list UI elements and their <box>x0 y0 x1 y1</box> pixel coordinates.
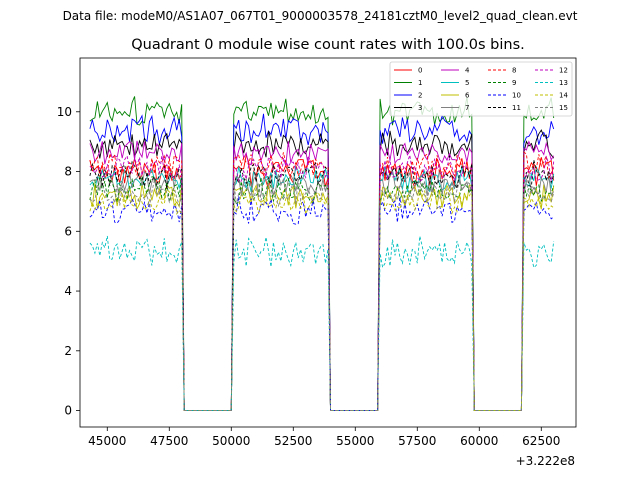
legend-box <box>389 61 573 117</box>
x-tick-label: 62500 <box>522 434 560 448</box>
legend-label-15: 15 <box>559 104 568 112</box>
series-line-9 <box>89 175 555 412</box>
x-tick-label: 45000 <box>88 434 126 448</box>
chart-suptitle: Data file: modeM0/AS1A07_067T01_90000035… <box>63 9 578 23</box>
x-offset-label: +3.222e8 <box>516 454 575 468</box>
series-layer <box>89 96 555 412</box>
y-tick-label: 2 <box>64 344 72 358</box>
legend-label-8: 8 <box>512 67 516 75</box>
x-tick-label: 47500 <box>150 434 188 448</box>
legend-label-6: 6 <box>465 92 470 100</box>
legend-label-4: 4 <box>465 67 470 75</box>
legend-label-13: 13 <box>559 79 568 87</box>
series-line-15 <box>89 178 555 412</box>
legend-label-1: 1 <box>418 79 422 87</box>
x-tick-label: 52500 <box>274 434 312 448</box>
legend-label-5: 5 <box>465 79 469 87</box>
legend-label-12: 12 <box>559 67 568 75</box>
x-axis: 45000 47500 50000 52500 55000 57500 60000 62500 <box>88 427 560 448</box>
series-line-13 <box>89 235 555 412</box>
x-tick-label: 57500 <box>398 434 436 448</box>
y-axis: 0 2 4 6 8 10 <box>57 105 80 418</box>
legend-label-3: 3 <box>418 104 422 112</box>
legend-label-7: 7 <box>465 104 469 112</box>
legend-label-11: 11 <box>512 104 521 112</box>
y-tick-label: 4 <box>64 284 72 298</box>
legend-label-2: 2 <box>418 92 422 100</box>
x-tick-label: 60000 <box>460 434 498 448</box>
legend-label-9: 9 <box>512 79 516 87</box>
y-tick-label: 6 <box>64 224 72 238</box>
y-tick-label: 10 <box>57 105 72 119</box>
chart-title: Quadrant 0 module wise count rates with … <box>131 37 525 53</box>
legend-label-14: 14 <box>559 92 568 100</box>
x-tick-label: 55000 <box>336 434 374 448</box>
legend-label-0: 0 <box>418 67 422 75</box>
plot-frame <box>79 57 577 428</box>
y-tick-label: 8 <box>64 165 72 179</box>
legend-label-10: 10 <box>512 92 521 100</box>
y-tick-label: 0 <box>64 404 72 418</box>
x-tick-label: 50000 <box>212 434 250 448</box>
series-line-11 <box>89 159 555 412</box>
